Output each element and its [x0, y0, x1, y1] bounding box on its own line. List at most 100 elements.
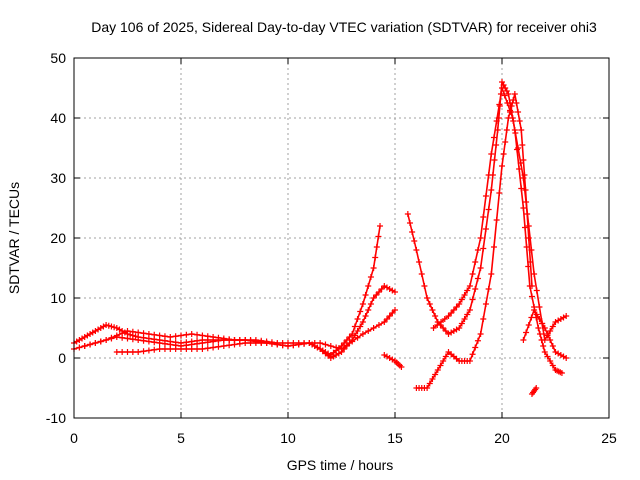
data-point-marker — [440, 325, 447, 331]
data-point-marker — [464, 311, 471, 318]
data-point-marker — [210, 334, 217, 340]
data-point-marker — [511, 91, 518, 97]
data-point-marker — [199, 340, 206, 346]
data-point-marker — [482, 193, 489, 199]
data-point-marker — [541, 337, 548, 343]
data-point-marker — [480, 245, 487, 252]
data-point-marker — [357, 323, 364, 330]
data-point-marker — [520, 157, 527, 163]
data-point-marker — [351, 323, 358, 330]
data-point-marker — [375, 233, 382, 240]
data-point-marker — [172, 346, 179, 352]
data-point-marker — [370, 295, 377, 301]
data-point-marker — [172, 333, 179, 340]
data-point-marker — [429, 307, 436, 313]
data-point-marker — [515, 145, 522, 151]
data-point-marker — [349, 338, 356, 345]
data-point-marker — [156, 346, 163, 352]
data-point-marker — [434, 322, 441, 328]
data-point-marker — [507, 107, 514, 114]
data-point-marker — [480, 214, 487, 220]
data-point-marker — [461, 316, 468, 322]
data-point-marker — [547, 328, 554, 334]
data-point-marker — [406, 220, 413, 226]
data-point-marker — [461, 292, 468, 298]
data-point-marker — [135, 349, 142, 355]
data-point-marker — [434, 367, 441, 373]
data-point-marker — [474, 337, 481, 344]
data-point-marker — [563, 355, 570, 361]
data-point-marker — [290, 340, 297, 346]
data-point-marker — [504, 100, 511, 106]
data-point-marker — [409, 229, 416, 235]
data-point-marker — [354, 328, 361, 334]
data-point-marker — [496, 101, 503, 108]
data-point-marker — [472, 286, 479, 292]
data-point-marker — [488, 151, 495, 157]
data-point-marker — [392, 289, 398, 295]
data-point-marker — [416, 259, 423, 265]
data-point-marker — [429, 376, 436, 382]
data-point-marker — [167, 334, 174, 340]
data-point-marker — [108, 323, 115, 330]
data-point-marker — [528, 283, 535, 289]
data-point-marker — [456, 301, 463, 307]
data-point-marker — [333, 344, 340, 351]
data-point-marker — [359, 301, 366, 307]
data-point-marker — [488, 271, 495, 277]
data-point-marker — [362, 292, 369, 298]
data-point-marker — [183, 346, 190, 352]
y-tick-label: 20 — [50, 230, 66, 246]
data-point-marker — [215, 334, 222, 341]
data-point-marker — [418, 271, 425, 277]
data-point-marker — [458, 320, 465, 327]
x-axis-label: GPS time / hours — [287, 457, 394, 473]
x-tick-label: 10 — [280, 430, 296, 446]
data-point-marker — [92, 340, 99, 346]
data-point-marker — [156, 340, 163, 346]
data-point-marker — [505, 91, 512, 97]
data-point-marker — [188, 346, 195, 352]
data-point-marker — [432, 313, 439, 319]
data-point-marker — [140, 348, 147, 355]
data-point-marker — [499, 163, 505, 169]
data-point-marker — [129, 336, 136, 343]
data-point-marker — [500, 151, 507, 157]
data-point-marker — [466, 307, 473, 313]
data-point-marker — [151, 346, 158, 353]
data-point-marker — [501, 92, 508, 99]
series-trace-10 — [528, 385, 540, 397]
data-point-marker — [466, 358, 473, 364]
data-point-marker — [474, 275, 481, 282]
data-point-marker — [199, 332, 206, 339]
data-point-marker — [536, 316, 543, 322]
data-point-marker — [490, 134, 497, 141]
data-point-marker — [472, 259, 479, 265]
data-point-marker — [301, 340, 308, 346]
data-point-marker — [81, 343, 88, 349]
data-point-marker — [103, 337, 110, 343]
data-point-marker — [424, 385, 431, 391]
data-point-marker — [365, 328, 372, 334]
data-point-marker — [525, 322, 532, 328]
data-point-marker — [456, 325, 463, 331]
y-tick-label: 0 — [58, 350, 66, 366]
x-tick-label: 20 — [494, 430, 510, 446]
data-point-marker — [485, 206, 492, 213]
data-point-marker — [263, 340, 270, 346]
data-point-marker — [370, 265, 377, 271]
data-point-marker — [119, 349, 126, 355]
data-point-marker — [541, 349, 548, 355]
data-point-marker — [140, 337, 147, 344]
data-point-marker — [520, 337, 527, 343]
data-point-marker — [311, 340, 318, 346]
data-point-marker — [135, 329, 142, 336]
data-point-marker — [119, 330, 126, 337]
data-point-marker — [367, 301, 374, 307]
data-point-marker — [474, 247, 481, 253]
data-point-marker — [502, 139, 509, 145]
y-tick-label: 30 — [50, 170, 66, 186]
data-point-marker — [520, 205, 527, 211]
data-point-marker — [531, 307, 538, 313]
